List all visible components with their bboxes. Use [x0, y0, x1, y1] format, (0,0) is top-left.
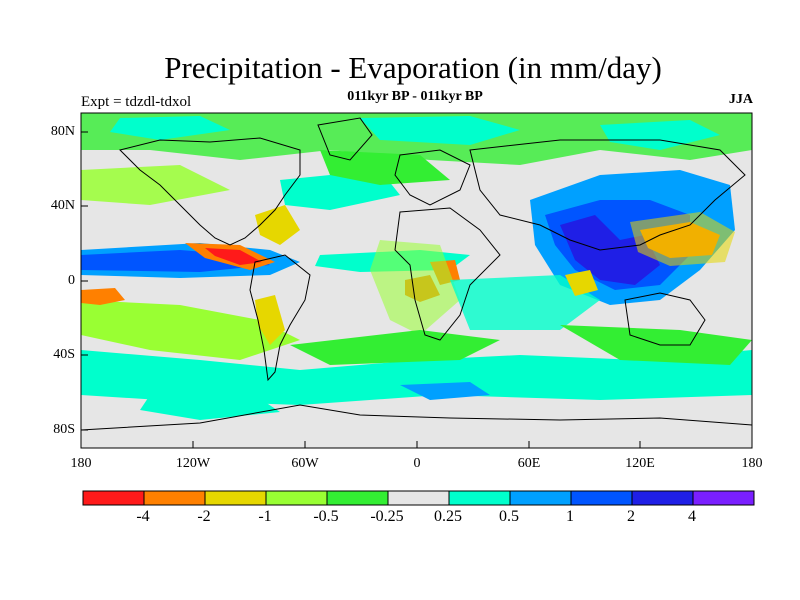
- arctic-cyan-a: [360, 116, 520, 145]
- coast-asia: [469, 139, 746, 251]
- southern-cyan-b: [140, 392, 280, 420]
- south-pacific-green: [81, 300, 300, 360]
- colorbar-label: 1: [566, 508, 574, 525]
- colorbar-label: -0.5: [313, 508, 339, 525]
- coast-australia: [624, 292, 706, 346]
- lat-tick-label-80n: 80N: [50, 124, 75, 139]
- colorbar-box: [143, 490, 206, 506]
- colorbar-box: [570, 490, 633, 506]
- lon-tick-label-120e: 120E: [625, 456, 655, 471]
- coast-south-america: [249, 254, 311, 382]
- lon-tick-label-60e: 60E: [517, 456, 541, 471]
- itcz-dry-core: [205, 248, 262, 265]
- colorbar-box: [509, 490, 572, 506]
- indian-ocean-dry: [565, 270, 598, 296]
- lat-tick-label-0: 0: [68, 273, 75, 288]
- north-atlantic-green: [320, 150, 450, 185]
- southern-blue: [400, 382, 490, 400]
- map-panel: [80, 112, 753, 449]
- lon-tick-label-0: 0: [413, 456, 421, 471]
- africa-green: [370, 240, 460, 335]
- field-shading: [81, 113, 752, 420]
- colorbar-label: 0.5: [499, 508, 519, 525]
- lat-tick-label-40s: 40S: [53, 347, 75, 362]
- southern-green-a: [290, 330, 500, 365]
- colorbar-box: [326, 490, 389, 506]
- experiment-label: Expt = tdzdl-tdxol: [81, 94, 192, 110]
- south-pacific-dry: [81, 288, 125, 305]
- pacific-dry-edge: [630, 212, 735, 266]
- colorbar-label: -0.25: [370, 508, 404, 525]
- chart-subtitle: 011kyr BP - 011kyr BP: [347, 89, 483, 104]
- colorbar-box: [631, 490, 694, 506]
- south-america-dry: [255, 295, 285, 345]
- colorbar: [82, 490, 755, 506]
- axis-ticks: [80, 131, 753, 448]
- colorbar-label: 2: [627, 508, 635, 525]
- colorbar-label: 0.25: [434, 508, 462, 525]
- colorbar-box: [82, 490, 145, 506]
- lon-tick-label-180e: 180: [741, 456, 763, 471]
- arctic-cyan-b: [600, 120, 720, 150]
- colorbar-box: [387, 490, 450, 506]
- colorbar-label: -4: [136, 508, 150, 525]
- chart-title: Precipitation - Evaporation (in mm/day): [164, 50, 662, 85]
- arctic-cyan-c: [110, 116, 230, 140]
- lat-tick-label-80s: 80S: [53, 422, 75, 437]
- colorbar-label: -2: [197, 508, 211, 525]
- southern-green-b: [560, 325, 752, 365]
- season-label: JJA: [728, 92, 753, 107]
- colorbar-box: [265, 490, 328, 506]
- lon-tick-label-120w: 120W: [175, 456, 211, 471]
- coastlines: [80, 117, 753, 431]
- coast-north-america: [119, 137, 301, 246]
- lon-tick-label-180w: 180: [70, 456, 92, 471]
- colorbar-label: -1: [258, 508, 272, 525]
- colorbar-box: [692, 490, 755, 506]
- colorbar-box: [204, 490, 267, 506]
- coast-europe: [394, 149, 471, 206]
- coast-africa: [394, 207, 501, 341]
- colorbar-box: [448, 490, 511, 506]
- coast-greenland: [317, 117, 373, 161]
- southern-cyan-a: [81, 350, 752, 405]
- coast-antarctica: [80, 404, 753, 431]
- asia-monsoon-dark: [560, 215, 660, 285]
- indian-ocean-cyan: [450, 275, 600, 330]
- lat-tick-label-40n: 40N: [50, 198, 75, 213]
- colorbar-label: 4: [688, 508, 696, 525]
- north-pacific-green: [81, 165, 230, 205]
- lon-tick-label-60w: 60W: [291, 456, 319, 471]
- caribbean-dry: [255, 205, 300, 245]
